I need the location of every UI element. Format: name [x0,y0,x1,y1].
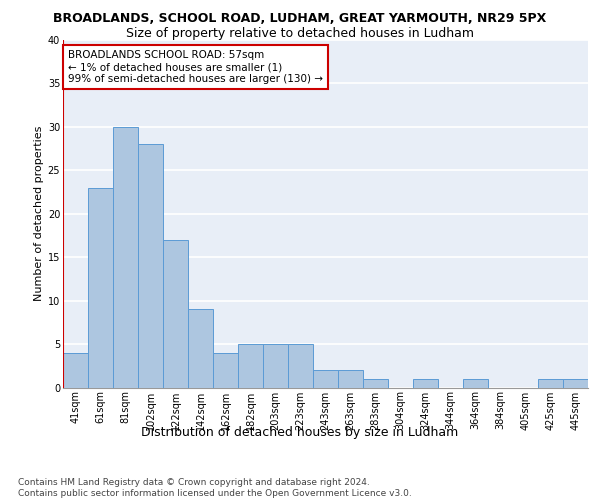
Bar [63,353,88,388]
Bar [163,240,188,388]
Text: Size of property relative to detached houses in Ludham: Size of property relative to detached ho… [126,28,474,40]
Bar [188,310,213,388]
Bar [88,188,113,388]
Bar [413,379,438,388]
Bar [563,379,588,388]
Bar [363,379,388,388]
Bar [288,344,313,388]
Bar [238,344,263,388]
Bar [113,127,138,388]
Bar [313,370,338,388]
Text: BROADLANDS SCHOOL ROAD: 57sqm
← 1% of detached houses are smaller (1)
99% of sem: BROADLANDS SCHOOL ROAD: 57sqm ← 1% of de… [68,50,323,84]
Bar [463,379,488,388]
Bar [338,370,363,388]
Bar [263,344,288,388]
Text: Contains HM Land Registry data © Crown copyright and database right 2024.
Contai: Contains HM Land Registry data © Crown c… [18,478,412,498]
Bar [138,144,163,388]
Bar [538,379,563,388]
Bar [213,353,238,388]
Text: Distribution of detached houses by size in Ludham: Distribution of detached houses by size … [142,426,458,439]
Text: BROADLANDS, SCHOOL ROAD, LUDHAM, GREAT YARMOUTH, NR29 5PX: BROADLANDS, SCHOOL ROAD, LUDHAM, GREAT Y… [53,12,547,26]
Y-axis label: Number of detached properties: Number of detached properties [34,126,44,302]
